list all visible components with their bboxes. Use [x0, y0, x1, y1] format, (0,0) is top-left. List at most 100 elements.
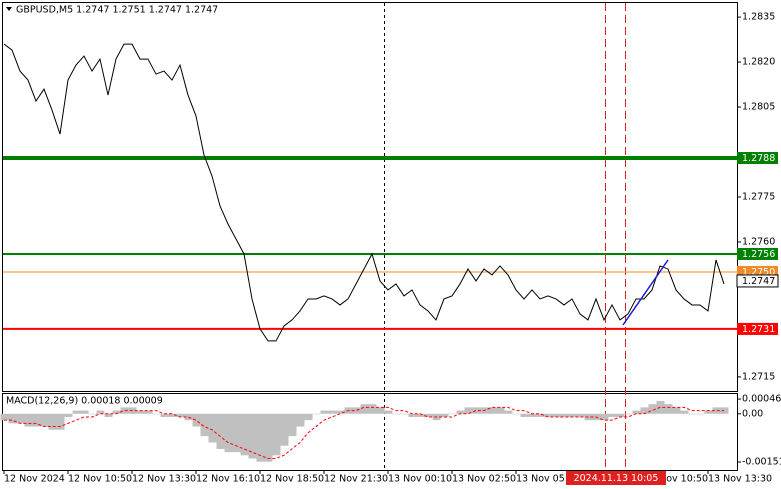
histogram-bar — [664, 404, 673, 414]
x-tick-label: 12 Nov 18:50 — [260, 474, 324, 485]
histogram-bar — [488, 407, 497, 414]
last-price-label: 1.2747 — [742, 276, 775, 287]
histogram-bar — [352, 407, 361, 414]
chart-title: GBPUSD,M5 1.2747 1.2751 1.2747 1.2747 — [16, 5, 218, 16]
histogram-bar — [240, 413, 249, 456]
time-marker-label: 2024.11.13 10:05 — [574, 473, 659, 484]
x-tick-label: 12 Nov 13:30 — [132, 474, 196, 485]
histogram-bar — [176, 413, 185, 417]
histogram-bar — [144, 410, 153, 414]
histogram-bar — [368, 404, 377, 414]
histogram-bar — [520, 413, 529, 417]
histogram-bar — [440, 413, 449, 417]
x-tick-label: 12 Nov 21:30 — [324, 474, 388, 485]
x-tick-label: 12 Nov 10:50 — [68, 474, 132, 485]
histogram-bar — [272, 413, 281, 456]
y-tick-label: 0.00 — [742, 408, 763, 419]
histogram-bar — [184, 413, 193, 421]
histogram-bar — [288, 413, 297, 437]
x-tick-label: 13 Nov 05:30 — [516, 474, 580, 485]
y-tick-label: 1.2805 — [742, 102, 775, 113]
level-label-box — [737, 322, 778, 335]
y-tick-label: 1.2820 — [742, 57, 775, 68]
level-label: 1.2731 — [742, 324, 775, 335]
histogram-bar — [704, 410, 713, 414]
histogram-bar — [648, 404, 657, 414]
x-tick-label: 13 Nov 00:10 — [388, 474, 452, 485]
level-label-box — [737, 247, 778, 260]
histogram-bar — [608, 413, 617, 417]
histogram-bar — [40, 413, 49, 427]
histogram-bar — [616, 413, 625, 417]
histogram-bar — [280, 413, 289, 446]
histogram-bar — [712, 407, 721, 414]
histogram-bar — [632, 410, 641, 414]
histogram-bar — [8, 413, 17, 424]
level-label: 1.2750 — [742, 267, 775, 278]
histogram-bar — [384, 410, 393, 414]
histogram-bar — [376, 407, 385, 414]
trend-line — [622, 259, 669, 326]
histogram-bar — [472, 407, 481, 414]
histogram-bar — [496, 407, 505, 414]
histogram-bar — [416, 413, 425, 417]
histogram-bar — [568, 413, 577, 417]
histogram-bar — [400, 413, 409, 415]
menu-arrow — [6, 7, 12, 11]
histogram-bar — [680, 410, 689, 414]
y-tick-label: 1.2835 — [742, 12, 775, 23]
level-label-box — [737, 152, 778, 165]
histogram-bar — [112, 410, 121, 414]
histogram-bar — [536, 413, 545, 417]
histogram-bar — [16, 413, 25, 424]
histogram-bar — [96, 410, 105, 414]
histogram-bar — [200, 413, 209, 437]
overlay: 2024.11.13 10:05 — [566, 259, 669, 485]
x-tick-label: 13 Nov 02:50 — [452, 474, 516, 485]
histogram-bar — [104, 413, 113, 417]
histogram-bar — [120, 407, 129, 414]
histogram-bar — [160, 413, 169, 417]
histogram-bar — [720, 407, 729, 414]
histogram-bar — [32, 413, 41, 427]
histogram-bar — [304, 413, 313, 421]
histogram-bar — [656, 400, 665, 414]
time-marker-box — [566, 471, 666, 485]
price-line — [3, 43, 725, 342]
x-tick-label: 13 Nov 10:50 — [644, 474, 708, 485]
histogram-bar — [408, 413, 417, 417]
histogram-bar — [640, 407, 649, 414]
histogram-bar — [560, 413, 569, 417]
histogram-bar — [584, 413, 593, 421]
macd-panel-frame — [2, 393, 738, 471]
histogram-bar — [328, 410, 337, 414]
histogram-bar — [168, 413, 177, 417]
histogram-bar — [24, 413, 33, 427]
last-price-box — [736, 274, 779, 288]
histogram-bar — [576, 413, 585, 417]
histogram-bar — [64, 413, 73, 417]
histogram-bar — [208, 413, 217, 443]
y-tick-label: 1.2760 — [742, 236, 775, 247]
histogram-bar — [72, 410, 81, 414]
y-tick-label: 1.2715 — [742, 371, 775, 382]
histogram-bar — [672, 407, 681, 414]
histogram-bar — [456, 410, 465, 414]
histogram-bar — [224, 413, 233, 453]
y-tick-label: -0.00151 — [742, 457, 781, 468]
histogram-bar — [448, 413, 457, 415]
histogram-bar — [48, 413, 57, 430]
histogram-bar — [312, 413, 321, 415]
histogram-bar — [504, 410, 513, 414]
histogram-bar — [88, 413, 97, 415]
histogram-bar — [360, 404, 369, 414]
histogram-bar — [336, 410, 345, 414]
histogram-bar — [264, 413, 273, 462]
histogram-bar — [512, 413, 521, 415]
x-tick-label: 12 Nov 2024 — [4, 474, 65, 485]
histogram-bar — [392, 413, 401, 415]
indicator-title: MACD(12,26,9) 0.00018 0.00009 — [6, 396, 163, 407]
histogram-bar — [192, 413, 201, 427]
